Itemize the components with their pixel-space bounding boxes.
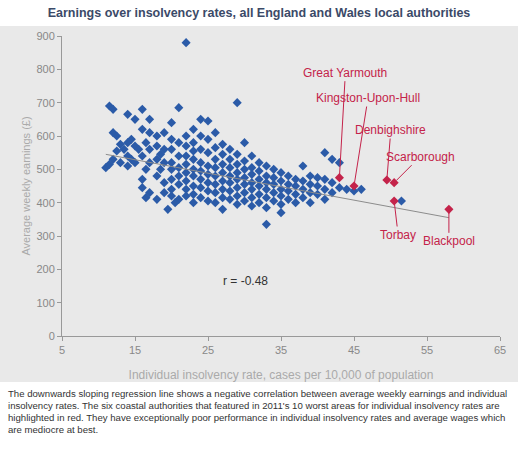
svg-text:Individual insolvency rate, ca: Individual insolvency rate, cases per 10… (129, 368, 434, 382)
svg-text:200: 200 (36, 263, 54, 275)
html-text:Earnings over insolvency rates: Earnings over insolvency rates, all Engl… (47, 6, 471, 20)
svg-text:900: 900 (36, 30, 54, 42)
svg-text:600: 600 (36, 130, 54, 142)
svg-text:100: 100 (36, 297, 54, 309)
svg-text:Blackpool: Blackpool (423, 234, 475, 248)
svg-text:Great Yarmouth: Great Yarmouth (303, 66, 387, 80)
svg-text:55: 55 (421, 344, 433, 356)
svg-text:400: 400 (36, 197, 54, 209)
svg-text:Average weekly earnings (£): Average weekly earnings (£) (20, 116, 32, 255)
svg-text:500: 500 (36, 163, 54, 175)
svg-text:25: 25 (202, 344, 214, 356)
svg-text:35: 35 (275, 344, 287, 356)
svg-text:Torbay: Torbay (380, 228, 416, 242)
svg-text:0: 0 (49, 330, 55, 342)
svg-text:700: 700 (36, 97, 54, 109)
svg-text:Kingston-Upon-Hull: Kingston-Upon-Hull (316, 91, 420, 105)
svg-text:Denbighshire: Denbighshire (355, 123, 426, 137)
svg-text:300: 300 (36, 230, 54, 242)
svg-text:Scarborough: Scarborough (386, 150, 455, 164)
svg-text:5: 5 (59, 344, 65, 356)
svg-text:800: 800 (36, 63, 54, 75)
svg-text:65: 65 (494, 344, 506, 356)
svg-text:45: 45 (348, 344, 360, 356)
svg-text:15: 15 (129, 344, 141, 356)
svg-text:r = -0.48: r = -0.48 (223, 274, 268, 288)
html-text:The downwards sloping regressi: The downwards sloping regression line sh… (8, 388, 508, 435)
